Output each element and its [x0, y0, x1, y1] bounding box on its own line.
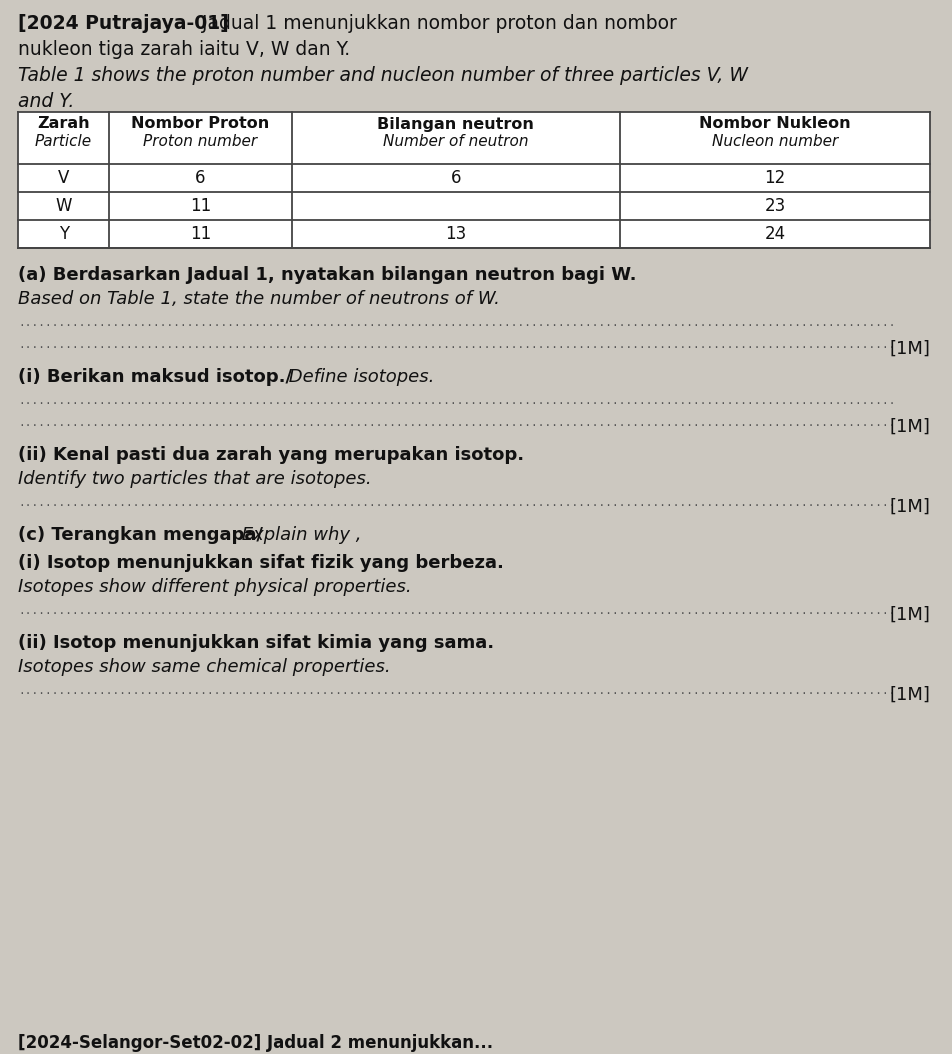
Text: Table 1 shows the proton number and nucleon number of three particles V, W: Table 1 shows the proton number and nucl… [18, 66, 748, 85]
Text: Bilangan neutron: Bilangan neutron [377, 117, 534, 132]
Text: Particle: Particle [35, 135, 92, 150]
Text: 23: 23 [764, 197, 785, 215]
Text: nukleon tiga zarah iaitu V, W dan Y.: nukleon tiga zarah iaitu V, W dan Y. [18, 40, 350, 59]
Text: [1M]: [1M] [889, 497, 930, 516]
Text: Nombor Proton: Nombor Proton [131, 117, 269, 132]
Text: 13: 13 [446, 225, 466, 243]
Text: ................................................................................: ........................................… [18, 418, 896, 428]
Text: V: V [58, 169, 69, 187]
Text: 12: 12 [764, 169, 785, 187]
Text: Zarah: Zarah [37, 117, 89, 132]
Text: 11: 11 [189, 225, 211, 243]
Text: [1M]: [1M] [889, 340, 930, 358]
Bar [18, 112, 930, 248]
Text: ................................................................................: ........................................… [18, 606, 896, 616]
Text: 6: 6 [450, 169, 461, 187]
Text: [1M]: [1M] [889, 606, 930, 624]
Text: [2024 Putrajaya-01]: [2024 Putrajaya-01] [18, 14, 228, 33]
Text: 6: 6 [195, 169, 206, 187]
Text: (c) Terangkan mengapa/: (c) Terangkan mengapa/ [18, 526, 263, 544]
Text: Define isotopes.: Define isotopes. [283, 368, 434, 386]
Text: Number of neutron: Number of neutron [383, 135, 528, 150]
Text: [2024-Selangor-Set02-02] Jadual 2 menunjukkan...: [2024-Selangor-Set02-02] Jadual 2 menunj… [18, 1034, 493, 1052]
Text: Identify two particles that are isotopes.: Identify two particles that are isotopes… [18, 470, 371, 488]
Text: (ii) Kenal pasti dua zarah yang merupakan isotop.: (ii) Kenal pasti dua zarah yang merupaka… [18, 446, 525, 464]
Text: and Y.: and Y. [18, 92, 74, 111]
Text: Proton number: Proton number [144, 135, 257, 150]
Text: (ii) Isotop menunjukkan sifat kimia yang sama.: (ii) Isotop menunjukkan sifat kimia yang… [18, 635, 494, 652]
Text: Explain why ,: Explain why , [236, 526, 362, 544]
Text: Y: Y [58, 225, 69, 243]
Text: (i) Isotop menunjukkan sifat fizik yang berbeza.: (i) Isotop menunjukkan sifat fizik yang … [18, 554, 504, 572]
Text: Nombor Nukleon: Nombor Nukleon [699, 117, 851, 132]
Text: ................................................................................: ........................................… [18, 318, 896, 328]
Text: Isotopes show same chemical properties.: Isotopes show same chemical properties. [18, 658, 390, 676]
Text: 24: 24 [764, 225, 785, 243]
Text: ................................................................................: ........................................… [18, 686, 896, 696]
Text: (a) Berdasarkan Jadual 1, nyatakan bilangan neutron bagi W.: (a) Berdasarkan Jadual 1, nyatakan bilan… [18, 266, 637, 284]
Text: ................................................................................: ........................................… [18, 396, 896, 406]
Text: ................................................................................: ........................................… [18, 340, 896, 350]
Text: 11: 11 [189, 197, 211, 215]
Text: (i) Berikan maksud isotop./: (i) Berikan maksud isotop./ [18, 368, 292, 386]
Text: W: W [55, 197, 71, 215]
Text: Isotopes show different physical properties.: Isotopes show different physical propert… [18, 578, 411, 596]
Text: Nucleon number: Nucleon number [712, 135, 838, 150]
Text: Jadual 1 menunjukkan nombor proton dan nombor: Jadual 1 menunjukkan nombor proton dan n… [196, 14, 677, 33]
Text: [1M]: [1M] [889, 418, 930, 436]
Text: ................................................................................: ........................................… [18, 497, 896, 508]
Text: Based on Table 1, state the number of neutrons of W.: Based on Table 1, state the number of ne… [18, 290, 500, 308]
Text: [1M]: [1M] [889, 686, 930, 704]
